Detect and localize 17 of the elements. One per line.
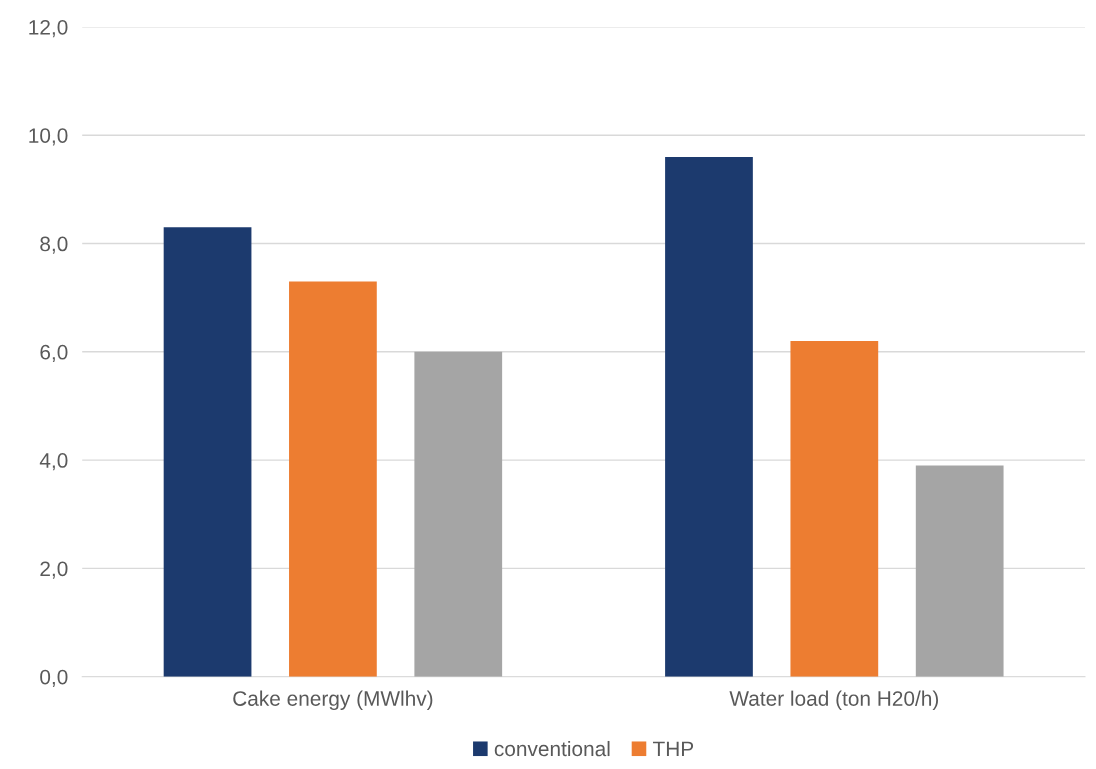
legend-label: THP [652, 741, 694, 757]
y-tick-label: 2,0 [40, 561, 68, 579]
y-tick-label: 12,0 [29, 19, 68, 38]
y-tick-label: 6,0 [40, 344, 68, 363]
bar [414, 351, 503, 677]
y-tick-label: 10,0 [29, 128, 68, 146]
bar [915, 465, 1004, 677]
bar [790, 340, 879, 677]
bar [163, 227, 252, 677]
y-tick-label: 4,0 [39, 453, 68, 471]
bar [665, 156, 753, 677]
bar [289, 281, 377, 677]
legend-label: conventional [494, 740, 610, 757]
x-tick-label: Cake energy (MWlhv) [233, 690, 433, 711]
y-tick-label: 8,0 [40, 236, 68, 254]
x-tick-label: Water load (ton H20/h) [729, 690, 939, 711]
y-tick-label: 0,0 [40, 669, 68, 687]
